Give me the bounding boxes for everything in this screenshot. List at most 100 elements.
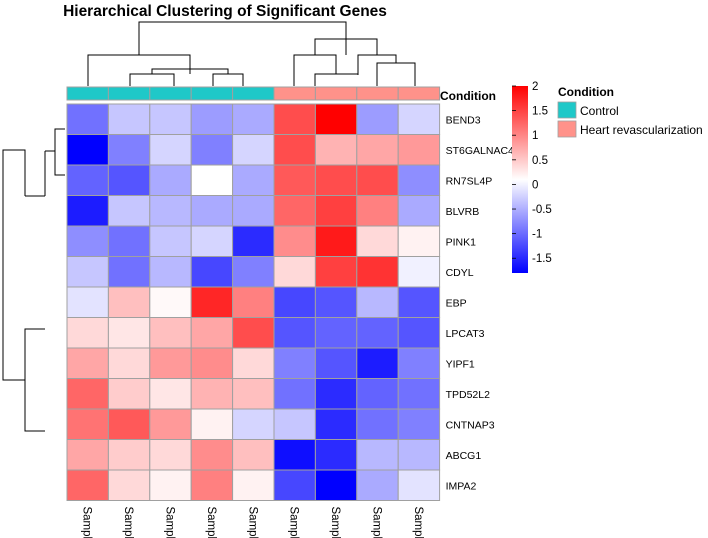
heatmap-cell [149, 103, 192, 135]
heatmap-cell [356, 408, 399, 440]
heatmap-cell [273, 134, 316, 166]
heatmap-cell [232, 134, 275, 166]
legend-swatch-heart-revascularization [557, 120, 577, 138]
heatmap-cell [190, 195, 234, 227]
heatmap-cell [190, 134, 234, 166]
heatmap-cell [397, 408, 441, 440]
heatmap-cell [66, 286, 109, 318]
heatmap-cell [356, 164, 399, 196]
heatmap-cell [356, 134, 399, 166]
heatmap-cell [314, 225, 358, 257]
heatmap-cell [397, 469, 441, 501]
annotation-cell [149, 86, 192, 101]
heatmap-cell [397, 439, 441, 471]
heatmap-cell [232, 408, 275, 440]
gene-labels: BEND3 ST6GALNAC4 RN7SL4P BLVRB PINK1 CDYL EBP L… [446, 114, 514, 492]
heatmap-cell [232, 317, 275, 349]
annotation-cell [273, 86, 316, 101]
annotation-cell [107, 86, 151, 101]
heatmap-cell [149, 286, 192, 318]
heatmap-cell [107, 469, 151, 501]
legend-swatch-control [557, 101, 577, 119]
scale-tick-label: 0.5 [532, 155, 548, 167]
scale-tick-label: -1.5 [532, 253, 552, 265]
color-scale-bar [512, 86, 528, 273]
heatmap-cell [66, 347, 109, 379]
heatmap-cell [149, 347, 192, 379]
heatmap-cell [190, 469, 234, 501]
annotation-cell [356, 86, 399, 101]
gene-label: YIPF1 [446, 358, 475, 370]
sample-label: Sample2 [205, 507, 217, 538]
gene-label: TPD52L2 [446, 389, 491, 401]
heatmap-cell [107, 103, 151, 135]
heatmap-cell [356, 347, 399, 379]
heatmap-cell [397, 378, 441, 410]
heatmap-cell [149, 469, 192, 501]
annotation-cell [397, 86, 441, 101]
gene-label: BLVRB [446, 206, 480, 218]
sample-label: Sample10 [164, 507, 176, 538]
chart-title: Hierarchical Clustering of Significant G… [63, 3, 387, 20]
heatmap-cell [149, 256, 192, 288]
heatmap-cell [273, 408, 316, 440]
heatmap-cell [397, 134, 441, 166]
heatmap-cell [232, 378, 275, 410]
sample-label: Sample4 [246, 507, 258, 538]
heatmap-cell [66, 164, 109, 196]
heatmap-cell [107, 195, 151, 227]
heatmap-cell [149, 317, 192, 349]
heatmap-cell [356, 103, 399, 135]
heatmap-cell [356, 256, 399, 288]
heatmap-cell [356, 317, 399, 349]
scale-tick-label: 0 [532, 179, 538, 191]
scale-tick-label: 1 [532, 130, 538, 142]
heatmap-cell [66, 134, 109, 166]
heatmap-cell [397, 347, 441, 379]
heatmap-cell [107, 164, 151, 196]
heatmap-cell [66, 469, 109, 501]
heatmap-cell [314, 286, 358, 318]
heatmap-cell [273, 103, 316, 135]
heatmap-cell [149, 408, 192, 440]
sample-label: Sample8 [288, 507, 300, 538]
heatmap-cell [273, 317, 316, 349]
heatmap-cell [314, 103, 358, 135]
heatmap-cell [190, 103, 234, 135]
heatmap-cell [397, 317, 441, 349]
heatmap-cell [232, 347, 275, 379]
heatmap-cell [190, 317, 234, 349]
heatmap-cell [107, 408, 151, 440]
heatmap-cell [190, 164, 234, 196]
sample-label: Sample1 [371, 507, 383, 538]
heatmap-cell [273, 256, 316, 288]
heatmap-cell [397, 286, 441, 318]
heatmap-cell [107, 439, 151, 471]
heatmap-cell [273, 286, 316, 318]
heatmap-cell [356, 378, 399, 410]
legend-label-control: Control [580, 104, 619, 118]
heatmap-cell [107, 347, 151, 379]
annotation-row-label: Condition [440, 89, 496, 103]
heatmap-cell [314, 317, 358, 349]
heatmap-cell [356, 286, 399, 318]
legend-label-heart-revascularization: Heart revascularization [580, 123, 703, 137]
heatmap-cell [397, 103, 441, 135]
heatmap-cell [273, 225, 316, 257]
gene-label: RN7SL4P [446, 175, 493, 187]
heatmap-cell [149, 439, 192, 471]
heatmap-cell [107, 256, 151, 288]
sample-label: Sample6 [122, 507, 134, 538]
gene-label: EBP [446, 297, 467, 309]
heatmap-cell [190, 439, 234, 471]
heatmap-cell [314, 469, 358, 501]
heatmap-cell [66, 103, 109, 135]
heatmap-cell [232, 103, 275, 135]
row-dendrogram [2, 128, 65, 432]
gene-label: CNTNAP3 [446, 419, 495, 431]
heatmap-cell [190, 408, 234, 440]
heatmap-cell [314, 408, 358, 440]
heatmap-cell [273, 439, 316, 471]
heatmap-cell [314, 195, 358, 227]
